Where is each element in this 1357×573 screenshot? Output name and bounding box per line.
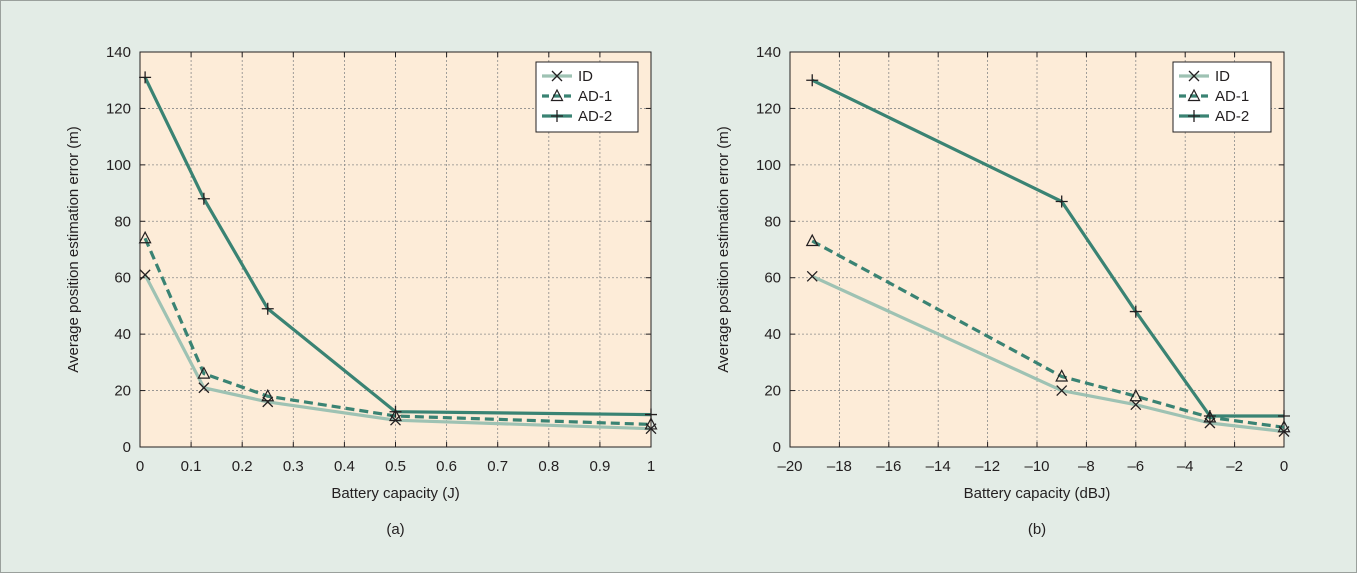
- x-tick-label: 0.3: [283, 458, 304, 475]
- data-point-id: [1130, 399, 1142, 411]
- y-tick-label: 80: [764, 213, 781, 230]
- panel-label: (b): [1028, 521, 1046, 538]
- y-tick-label: 60: [114, 270, 131, 287]
- x-tick-label: 0.7: [487, 458, 508, 475]
- data-point-ad-2: [389, 405, 402, 418]
- y-tick-label: 120: [756, 100, 781, 117]
- data-point-ad-2: [1203, 409, 1216, 422]
- y-tick-label: 100: [756, 157, 781, 174]
- legend-marker-id: [551, 70, 563, 82]
- legend-box: [1172, 61, 1272, 133]
- y-tick-label: 140: [106, 44, 131, 61]
- data-point-ad-2: [197, 192, 210, 205]
- data-point-ad-1: [1055, 369, 1069, 382]
- data-point-ad-1: [197, 366, 211, 379]
- x-tick-label: –10: [1024, 458, 1049, 475]
- legend-label-ad-2: AD-2: [578, 108, 612, 125]
- series-line-ad-1: [811, 239, 1285, 429]
- x-tick-label: –6: [1127, 458, 1144, 475]
- y-tick-label: 80: [114, 213, 131, 230]
- y-tick-label: 20: [764, 383, 781, 400]
- y-tick-label: 0: [773, 439, 781, 456]
- data-point-ad-2: [645, 408, 657, 421]
- data-point-ad-1: [138, 230, 152, 244]
- legend-marker-ad-1: [550, 88, 564, 102]
- data-point-ad-1: [805, 233, 819, 247]
- legend-marker-ad-2: [1188, 110, 1200, 122]
- data-point-ad-2: [139, 71, 152, 84]
- data-point-ad-2: [1278, 409, 1290, 422]
- x-tick-label: 1: [647, 458, 655, 475]
- y-axis-label: Average position estimation error (m): [715, 126, 732, 373]
- data-point-id: [1056, 385, 1068, 397]
- x-tick-label: 0.1: [181, 458, 202, 475]
- data-point-id: [262, 396, 274, 408]
- data-point-ad-2: [1129, 305, 1142, 318]
- x-tick-label: 0.2: [232, 458, 253, 475]
- data-point-id: [139, 269, 151, 281]
- legend-marker-id: [1188, 70, 1200, 82]
- data-point-ad-1: [1277, 419, 1291, 433]
- legend-label-ad-1: AD-1: [1215, 88, 1249, 105]
- x-tick-label: 0: [136, 458, 144, 475]
- y-tick-label: 40: [764, 326, 781, 343]
- x-tick-label: –16: [876, 458, 901, 475]
- data-point-ad-2: [1055, 195, 1068, 208]
- x-tick-label: –20: [777, 458, 802, 475]
- x-tick-label: 0: [1280, 458, 1288, 475]
- data-point-ad-1: [261, 388, 275, 402]
- x-tick-label: –4: [1177, 458, 1194, 475]
- x-tick-label: –14: [926, 458, 951, 475]
- x-tick-label: 0.8: [538, 458, 559, 475]
- legend-label-id: ID: [1215, 68, 1230, 85]
- data-point-ad-1: [389, 408, 402, 422]
- y-tick-label: 140: [756, 44, 781, 61]
- data-point-id: [1204, 417, 1216, 429]
- x-axis-label: Battery capacity (J): [331, 485, 459, 502]
- x-tick-label: 0.5: [385, 458, 406, 475]
- x-tick-label: –2: [1226, 458, 1243, 475]
- data-point-id: [198, 382, 210, 394]
- data-point-ad-2: [806, 74, 819, 87]
- y-tick-label: 60: [764, 270, 781, 287]
- data-point-ad-1: [644, 417, 658, 430]
- y-tick-label: 20: [114, 383, 131, 400]
- y-axis-label: Average position estimation error (m): [65, 126, 82, 373]
- legend-marker-ad-1: [1187, 88, 1201, 102]
- y-tick-label: 40: [114, 326, 131, 343]
- chart-panel-a: 0 0.1 0.2 0.3 0.4 0.5 0.6 0.7 0.8 0.9 1 0 20 40 60 80 10…: [65, 44, 658, 538]
- x-tick-label: 0.4: [334, 458, 355, 475]
- legend-marker-ad-2: [551, 110, 563, 122]
- x-tick-label: –18: [827, 458, 852, 475]
- chart-panel-b: –20 –18 –16 –14 –12 –10 –8 –6 –4 –2 00204060801001…: [715, 44, 1291, 538]
- x-tick-label: 0.6: [436, 458, 457, 475]
- data-point-ad-1: [1129, 388, 1143, 402]
- y-tick-label: 100: [106, 157, 131, 174]
- series-line-ad-1: [143, 237, 652, 426]
- x-tick-label: –12: [975, 458, 1000, 475]
- legend-label-ad-1: AD-1: [578, 88, 612, 105]
- panel-label: (a): [386, 521, 404, 538]
- data-point-ad-2: [261, 302, 274, 315]
- legend-label-id: ID: [578, 68, 593, 85]
- x-tick-label: 0.9: [589, 458, 610, 475]
- x-axis-label: Battery capacity (dBJ): [964, 485, 1111, 502]
- y-tick-label: 120: [106, 100, 131, 117]
- y-tick-label: 0: [123, 439, 131, 456]
- legend-label-ad-2: AD-2: [1215, 108, 1249, 125]
- data-point-id: [806, 270, 818, 282]
- x-tick-label: –8: [1078, 458, 1095, 475]
